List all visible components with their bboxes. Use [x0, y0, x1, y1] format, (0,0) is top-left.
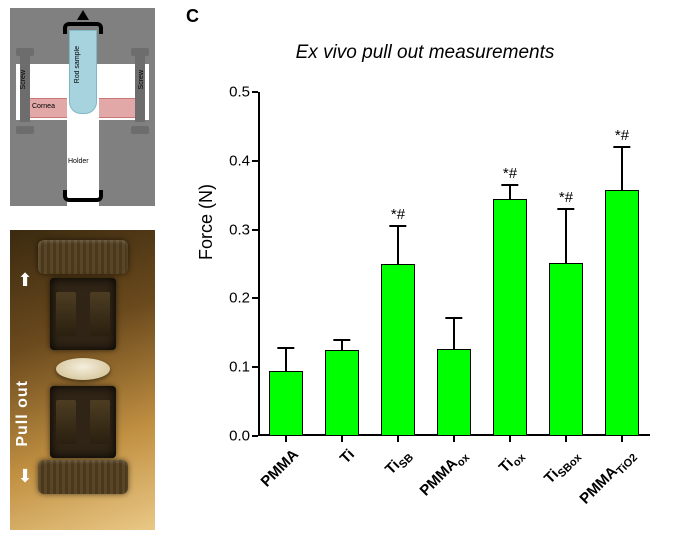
bar [437, 349, 472, 436]
top-clip [63, 22, 103, 34]
sample-disc [56, 358, 110, 380]
significance-mark: *# [559, 189, 573, 206]
panel-c-label: C [186, 6, 199, 27]
rod-sample-label: Rod sample [74, 46, 81, 83]
y-tick-label: 0.3 [200, 221, 250, 238]
grip-jaws-top [50, 278, 116, 350]
y-tick-label: 0.2 [200, 290, 250, 307]
x-tick [509, 436, 511, 442]
screw-head [131, 48, 149, 56]
x-tick-label: PMMA [258, 446, 302, 490]
knurled-knob-top [38, 240, 128, 274]
significance-mark: *# [503, 165, 517, 182]
y-tick [252, 435, 258, 437]
rod-sample [69, 30, 97, 114]
bottom-clip [63, 190, 103, 202]
grip-jaws-bottom [50, 386, 116, 458]
panel-b-photo: ⬆ Pull out ⬇ [10, 230, 155, 530]
panel-c-chart: C Ex vivo pull out measurements Force (N… [180, 0, 670, 546]
x-tick [285, 436, 287, 442]
x-tick [341, 436, 343, 442]
x-tick-label: Ti [337, 446, 358, 467]
figure: A Rod sample Cornea Screw Screw Holder B… [0, 0, 673, 546]
arrow-up-icon [77, 10, 89, 20]
y-tick-label: 0.4 [200, 152, 250, 169]
screw-head [16, 126, 34, 134]
significance-mark: *# [391, 206, 405, 223]
bar [325, 350, 360, 436]
screw-left-label: Screw [20, 70, 27, 89]
x-tick [453, 436, 455, 442]
bar [605, 190, 640, 436]
chart-title: Ex vivo pull out measurements [180, 42, 670, 64]
x-tick-label: TiSBox [541, 446, 584, 489]
y-tick [252, 91, 258, 93]
y-tick-label: 0.0 [200, 428, 250, 445]
y-tick [252, 229, 258, 231]
arrow-up-icon: ⬆ [16, 270, 34, 291]
x-tick [565, 436, 567, 442]
screw-head [131, 126, 149, 134]
y-tick [252, 366, 258, 368]
bar [493, 199, 528, 436]
cornea-label: Cornea [32, 103, 55, 110]
plot-area: *# *# *# *# [258, 92, 650, 436]
knurled-knob-bottom [38, 460, 128, 494]
x-tick-label: Tiox [496, 446, 528, 478]
arrow-down-icon: ⬇ [16, 466, 34, 487]
x-tick [397, 436, 399, 442]
significance-mark: *# [615, 127, 629, 144]
x-tick [621, 436, 623, 442]
x-tick-label: PMMATiO2 [576, 446, 640, 510]
x-tick-label: TiSB [382, 446, 416, 480]
panel-a-schematic: Rod sample Cornea Screw Screw Holder [10, 8, 155, 206]
x-tick-label: PMMAox [417, 446, 473, 502]
y-axis [258, 92, 260, 436]
pull-out-label: Pull out [14, 380, 32, 447]
y-tick-label: 0.1 [200, 359, 250, 376]
y-tick [252, 297, 258, 299]
holder-label: Holder [68, 158, 89, 165]
bar [381, 264, 416, 436]
screw-head [16, 48, 34, 56]
y-tick [252, 160, 258, 162]
y-tick-label: 0.5 [200, 84, 250, 101]
bar [549, 263, 584, 436]
bar [269, 371, 304, 436]
screw-right-label: Screw [138, 70, 145, 89]
